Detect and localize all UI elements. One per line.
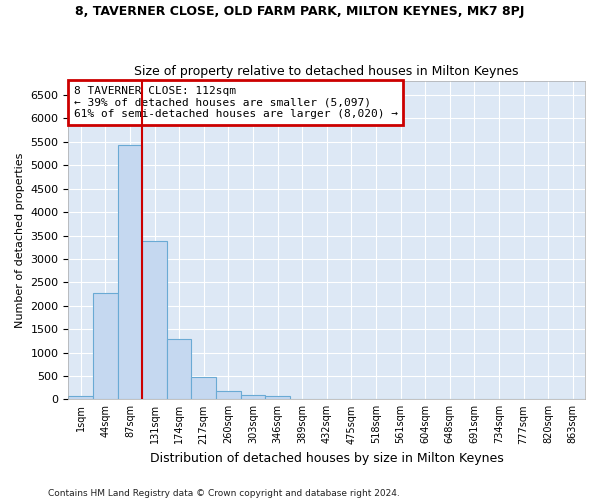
Bar	[142, 241, 167, 400]
Text: 8 TAVERNER CLOSE: 112sqm
← 39% of detached houses are smaller (5,097)
61% of sem: 8 TAVERNER CLOSE: 112sqm ← 39% of detach…	[74, 86, 398, 119]
Text: Contains HM Land Registry data © Crown copyright and database right 2024.: Contains HM Land Registry data © Crown c…	[48, 488, 400, 498]
Bar	[216, 391, 241, 400]
Bar	[265, 396, 290, 400]
Bar	[191, 377, 216, 400]
Y-axis label: Number of detached properties: Number of detached properties	[15, 152, 25, 328]
Bar	[68, 396, 93, 400]
Bar	[93, 293, 118, 400]
X-axis label: Distribution of detached houses by size in Milton Keynes: Distribution of detached houses by size …	[150, 452, 503, 465]
Title: Size of property relative to detached houses in Milton Keynes: Size of property relative to detached ho…	[134, 66, 519, 78]
Bar	[241, 394, 265, 400]
Bar	[118, 144, 142, 400]
Bar	[167, 339, 191, 400]
Text: 8, TAVERNER CLOSE, OLD FARM PARK, MILTON KEYNES, MK7 8PJ: 8, TAVERNER CLOSE, OLD FARM PARK, MILTON…	[76, 5, 524, 18]
